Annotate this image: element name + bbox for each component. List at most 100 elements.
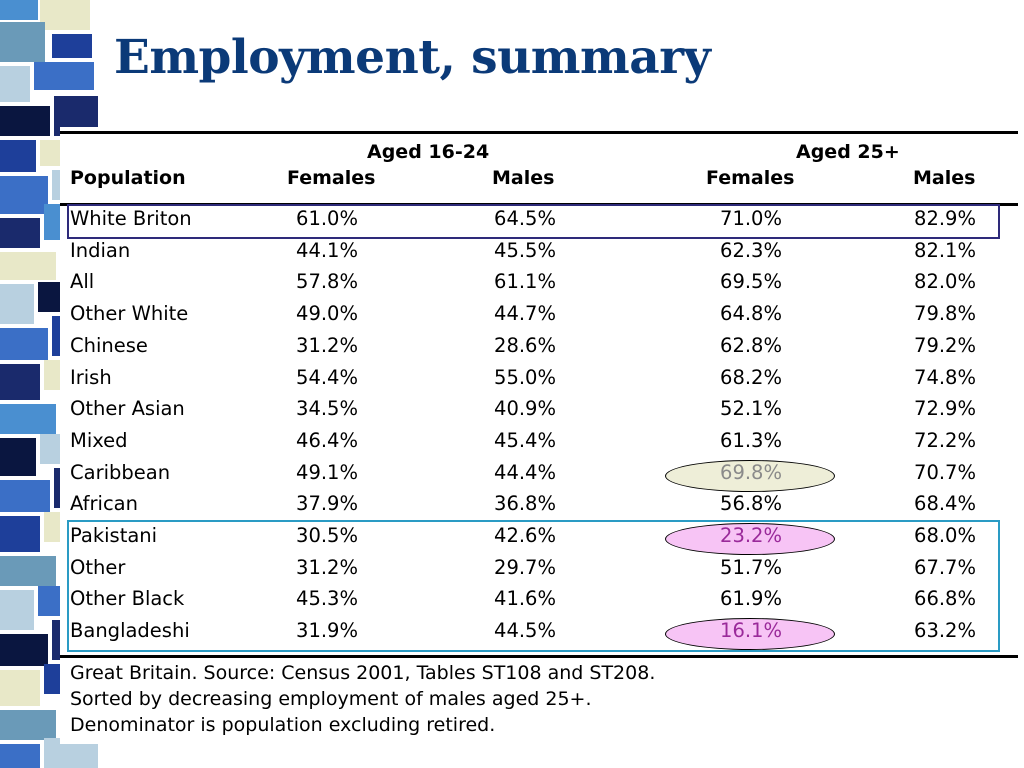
value-cell-m1: 61.1%: [494, 270, 556, 294]
strip-block: [40, 0, 90, 30]
strip-block: [0, 66, 30, 102]
header-population: Population: [70, 167, 186, 189]
value-cell-m1: 44.7%: [494, 302, 556, 326]
value-cell-f1: 31.2%: [296, 555, 358, 579]
value-cell-f1: 61.0%: [296, 207, 358, 230]
value-cell-f1: 31.9%: [296, 619, 358, 643]
value-cell-m2: 66.8%: [914, 587, 976, 611]
strip-block: [34, 62, 94, 90]
header-males-25-plus: Males: [913, 167, 976, 189]
value-cell-f1: 57.8%: [296, 270, 358, 294]
value-cell-m1: 29.7%: [494, 555, 556, 579]
value-cell-m2: 68.0%: [914, 524, 976, 547]
value-cell-f2: 62.3%: [720, 238, 782, 262]
lowest-groups-highlight-box: [67, 520, 1000, 652]
population-cell: Caribbean: [70, 460, 171, 484]
strip-block: [52, 34, 92, 58]
value-cell-m2: 82.9%: [914, 207, 976, 230]
strip-block: [0, 480, 50, 512]
value-cell-m1: 28.6%: [494, 333, 556, 357]
value-cell-m2: 72.2%: [914, 428, 976, 452]
value-cell-f2: 64.8%: [720, 302, 782, 326]
value-cell-m2: 82.0%: [914, 270, 976, 294]
header-females-25-plus: Females: [706, 167, 795, 189]
denominator-note: Denominator is population excluding reti…: [70, 714, 496, 736]
white-briton-highlight-box: [67, 204, 1000, 239]
value-cell-f1: 49.1%: [296, 460, 358, 484]
strip-block: [0, 22, 45, 62]
strip-block: [0, 140, 36, 172]
value-cell-m2: 79.2%: [914, 333, 976, 357]
value-cell-m2: 70.7%: [914, 460, 976, 484]
strip-block: [0, 364, 40, 400]
value-cell-m1: 42.6%: [494, 524, 556, 547]
population-cell: Other Asian: [70, 397, 185, 421]
value-cell-m1: 45.4%: [494, 428, 556, 452]
header-females-16-24: Females: [287, 167, 376, 189]
strip-block: [0, 284, 34, 324]
header-aged-25-plus: Aged 25+: [796, 141, 900, 163]
strip-block: [0, 670, 40, 706]
value-cell-f1: 34.5%: [296, 397, 358, 421]
value-cell-f1: 45.3%: [296, 587, 358, 611]
strip-block: [0, 404, 56, 434]
pakistani-highlight-ellipse: [665, 523, 835, 555]
value-cell-f1: 44.1%: [296, 238, 358, 262]
value-cell-m2: 68.4%: [914, 492, 976, 516]
value-cell-m1: 55.0%: [494, 365, 556, 389]
sort-note: Sorted by decreasing employment of males…: [70, 688, 592, 710]
value-cell-m2: 67.7%: [914, 555, 976, 579]
value-cell-f2: 51.7%: [720, 555, 782, 579]
employment-table: Aged 16-24 Aged 25+ Population Females M…: [60, 127, 1024, 744]
strip-block: [0, 106, 50, 136]
value-cell-f2: 69.5%: [720, 270, 782, 294]
page-title: Employment, summary: [114, 30, 711, 85]
caribbean-highlight-ellipse: [665, 459, 835, 492]
value-cell-f1: 37.9%: [296, 492, 358, 516]
value-cell-m1: 44.4%: [494, 460, 556, 484]
population-cell: Other: [70, 555, 126, 579]
strip-block: [0, 0, 38, 20]
value-cell-f2: 62.8%: [720, 333, 782, 357]
value-cell-f2: 23.2%: [720, 524, 782, 547]
strip-block: [0, 252, 56, 280]
value-cell-m2: 63.2%: [914, 619, 976, 643]
value-cell-f1: 54.4%: [296, 365, 358, 389]
value-cell-f2: 68.2%: [720, 365, 782, 389]
population-cell: African: [70, 492, 138, 516]
population-cell: Other White: [70, 302, 189, 326]
population-cell: Pakistani: [70, 524, 158, 547]
value-cell-f2: 16.1%: [720, 619, 782, 643]
value-cell-f2: 52.1%: [720, 397, 782, 421]
value-cell-m1: 44.5%: [494, 619, 556, 643]
table-top-rule: [60, 131, 1018, 134]
population-cell: All: [70, 270, 95, 294]
population-cell: Mixed: [70, 428, 128, 452]
header-males-16-24: Males: [492, 167, 555, 189]
value-cell-m2: 82.1%: [914, 238, 976, 262]
strip-block: [0, 590, 34, 630]
value-cell-m2: 74.8%: [914, 365, 976, 389]
value-cell-f2: 71.0%: [720, 207, 782, 230]
value-cell-m1: 36.8%: [494, 492, 556, 516]
value-cell-m1: 40.9%: [494, 397, 556, 421]
value-cell-f1: 49.0%: [296, 302, 358, 326]
value-cell-f2: 56.8%: [720, 492, 782, 516]
value-cell-f1: 30.5%: [296, 524, 358, 547]
value-cell-f2: 61.9%: [720, 587, 782, 611]
strip-block: [0, 516, 40, 552]
value-cell-m1: 45.5%: [494, 238, 556, 262]
strip-block: [0, 556, 56, 586]
header-aged-16-24: Aged 16-24: [367, 141, 490, 163]
value-cell-f1: 31.2%: [296, 333, 358, 357]
value-cell-m1: 64.5%: [494, 207, 556, 230]
population-cell: Indian: [70, 238, 131, 262]
value-cell-f2: 69.8%: [720, 460, 782, 484]
strip-block: [0, 634, 48, 666]
strip-block: [0, 176, 48, 214]
population-cell: Other Black: [70, 587, 185, 611]
value-cell-f2: 61.3%: [720, 428, 782, 452]
table-bottom-rule: [60, 655, 1018, 658]
strip-block: [0, 328, 48, 360]
population-cell: Chinese: [70, 333, 148, 357]
